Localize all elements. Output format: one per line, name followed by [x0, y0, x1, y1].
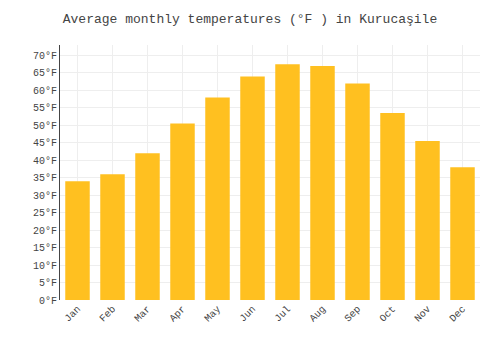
svg-text:10°F: 10°F	[33, 261, 57, 272]
svg-text:30°F: 30°F	[33, 191, 57, 202]
svg-text:35°F: 35°F	[33, 173, 57, 184]
svg-text:Jul: Jul	[273, 304, 294, 325]
svg-text:Sep: Sep	[343, 304, 364, 325]
svg-text:Dec: Dec	[448, 304, 469, 325]
svg-text:May: May	[203, 304, 224, 325]
svg-text:5°F: 5°F	[39, 278, 57, 289]
svg-text:45°F: 45°F	[33, 138, 57, 149]
svg-text:Jun: Jun	[238, 304, 259, 325]
svg-text:Mar: Mar	[133, 304, 154, 325]
svg-text:Jan: Jan	[63, 304, 84, 325]
svg-text:Average monthly temperatures (: Average monthly temperatures (°F ) in Ku…	[63, 12, 437, 27]
svg-text:Apr: Apr	[168, 304, 189, 325]
svg-text:20°F: 20°F	[33, 226, 57, 237]
svg-text:60°F: 60°F	[33, 86, 57, 97]
svg-text:Aug: Aug	[308, 304, 329, 325]
svg-text:0°F: 0°F	[39, 296, 57, 307]
svg-text:Feb: Feb	[98, 304, 119, 325]
svg-text:15°F: 15°F	[33, 243, 57, 254]
svg-text:Nov: Nov	[413, 304, 434, 325]
svg-text:55°F: 55°F	[33, 103, 57, 114]
svg-text:65°F: 65°F	[33, 68, 57, 79]
svg-text:50°F: 50°F	[33, 121, 57, 132]
svg-text:40°F: 40°F	[33, 156, 57, 167]
svg-text:70°F: 70°F	[33, 51, 57, 62]
svg-text:Oct: Oct	[378, 304, 399, 325]
svg-text:25°F: 25°F	[33, 208, 57, 219]
